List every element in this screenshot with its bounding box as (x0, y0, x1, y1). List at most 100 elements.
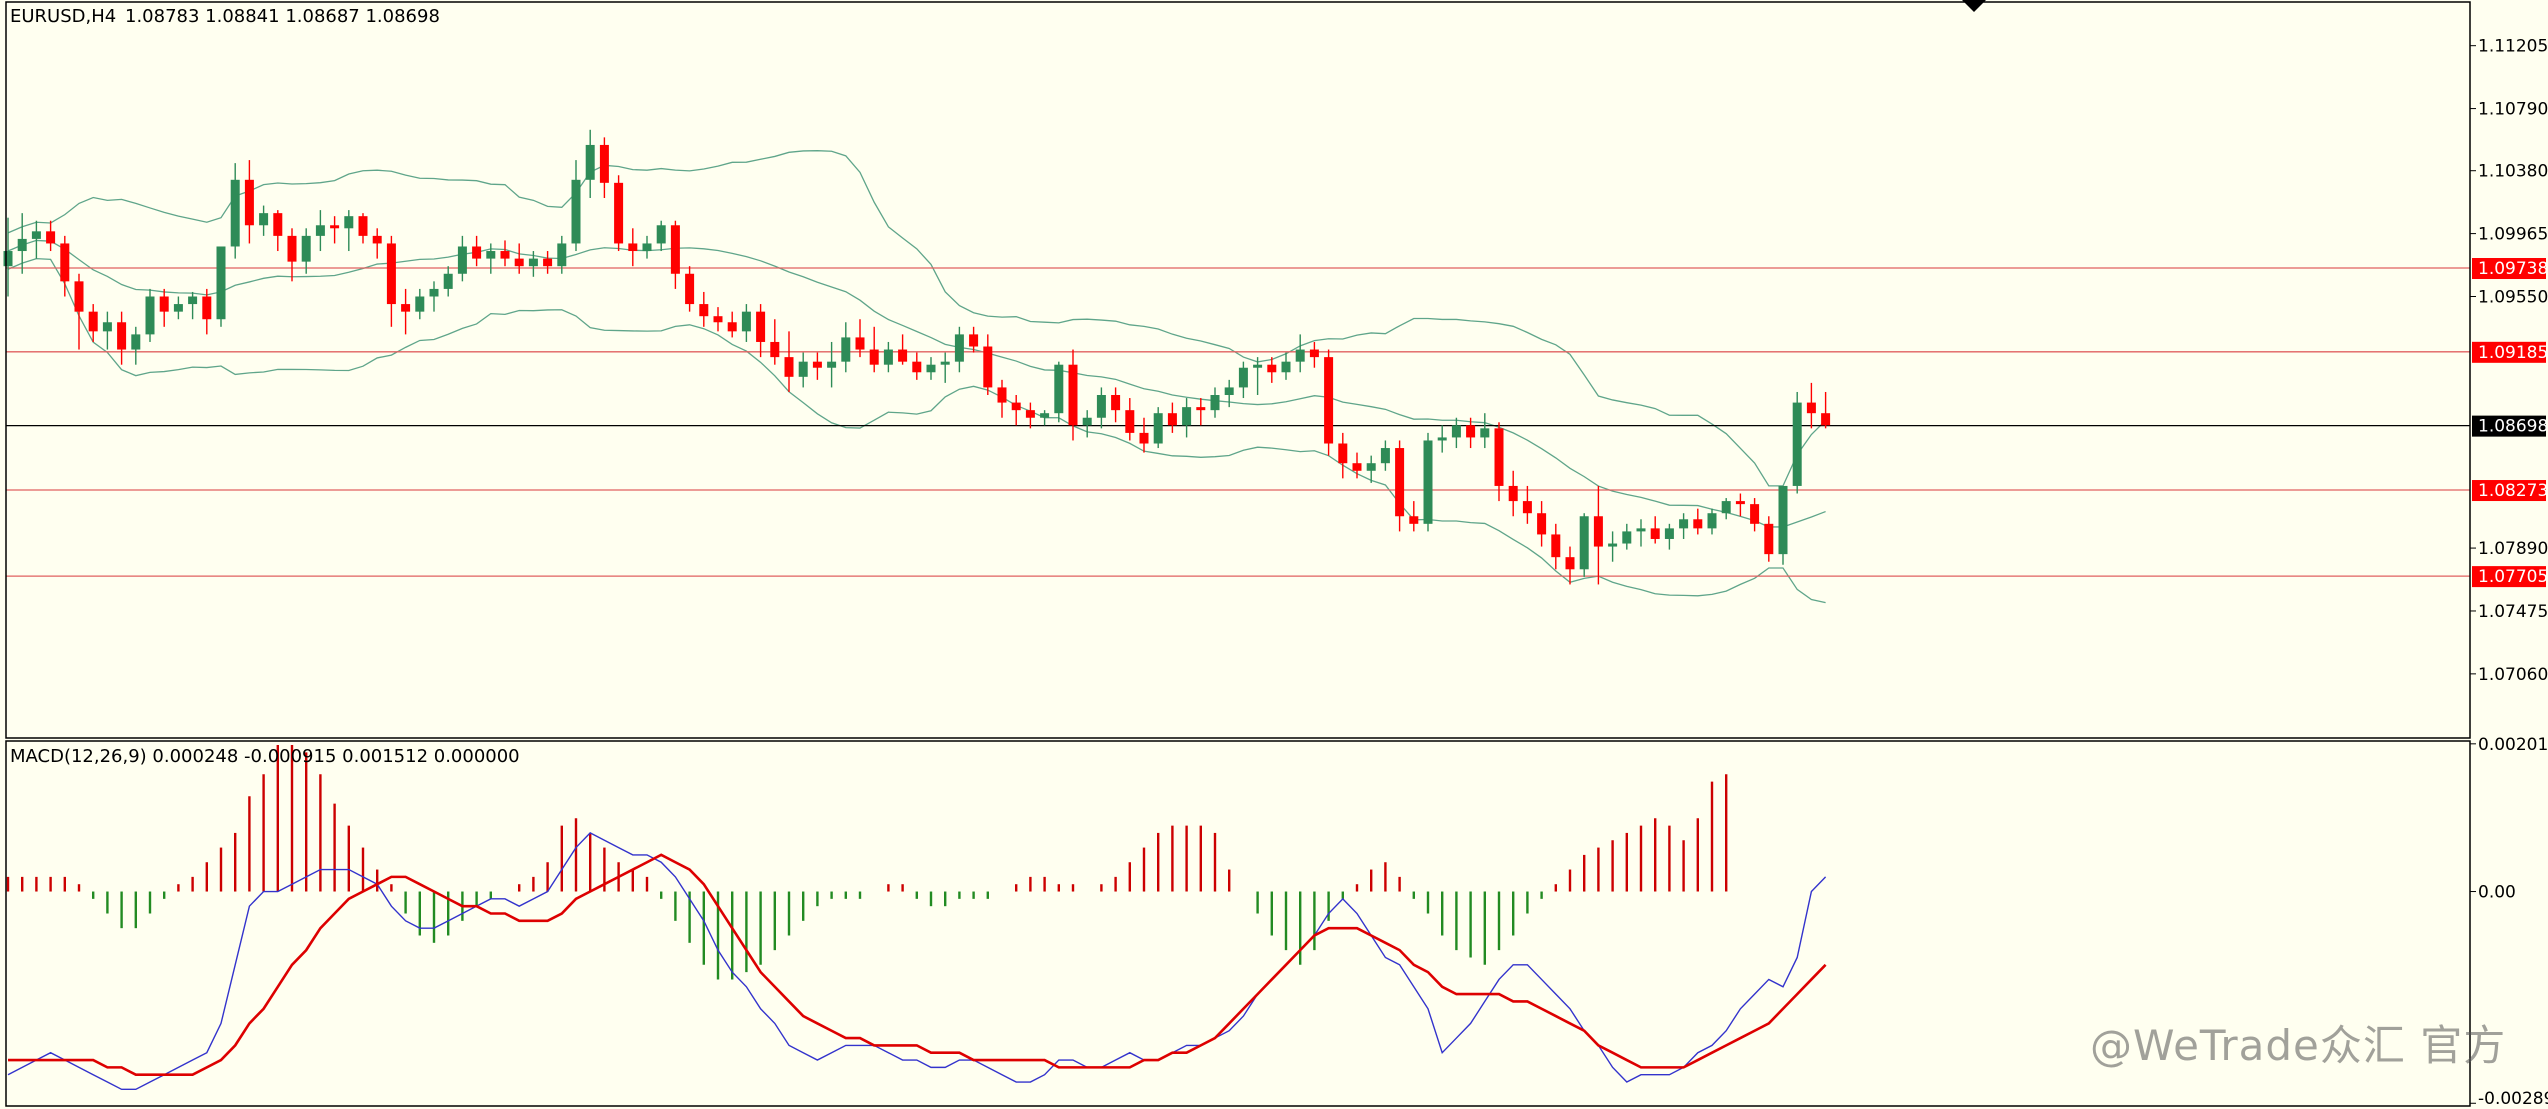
candle-body (614, 182, 624, 244)
candle-body (1778, 485, 1788, 555)
candle-body (372, 235, 382, 244)
price-tick-label: 1.07890 (2478, 539, 2548, 559)
candle-body (954, 334, 964, 362)
candle-body (202, 296, 212, 320)
candle-body (997, 387, 1007, 403)
candle-body (500, 251, 510, 259)
candle-body (841, 337, 851, 362)
candle-body (1423, 440, 1433, 524)
candle-body (46, 231, 56, 244)
ohlc-values: 1.08783 1.08841 1.08687 1.08698 (125, 6, 440, 27)
candle-body (1210, 395, 1220, 411)
candle-body (784, 357, 794, 377)
candle-body (1508, 485, 1518, 502)
candle-body (1167, 413, 1177, 426)
candle-body (571, 179, 581, 244)
candle-body (102, 322, 112, 332)
candle-body (1565, 557, 1575, 570)
candle-body (31, 231, 41, 239)
price-pane[interactable] (3, 129, 2471, 604)
candle-body (1608, 543, 1618, 547)
candle-body (656, 225, 666, 244)
candle-body (1011, 402, 1021, 411)
watermark: @WeTrade众汇 官方 (2090, 1021, 2507, 1070)
candle-body (1380, 448, 1390, 464)
candle-body (969, 334, 979, 347)
candle-body (514, 258, 524, 267)
candle-body (883, 349, 893, 365)
price-tick-label: 1.07475 (2478, 602, 2548, 622)
candle-body (330, 225, 340, 229)
candle-body (798, 361, 808, 377)
candle-body (216, 246, 226, 320)
candle-body (1153, 413, 1163, 444)
candle-body (1224, 387, 1234, 396)
candle-body (1068, 364, 1078, 426)
candle-body (1764, 523, 1774, 555)
candle-body (528, 258, 538, 267)
candle-body (1494, 428, 1504, 486)
candle-body (1750, 504, 1760, 524)
candle-body (1253, 364, 1263, 368)
candle-body (244, 179, 254, 226)
shift-marker-icon[interactable] (1962, 0, 1986, 12)
candle-body (599, 144, 609, 183)
candle-body (1054, 364, 1064, 414)
candle-body (443, 273, 453, 289)
candle-body (74, 281, 84, 312)
bb-lower-line (7, 257, 1826, 604)
candle-body (472, 246, 482, 259)
macd-tick-label: 0.002016 (2478, 735, 2548, 755)
candle-body (1537, 513, 1547, 535)
candle-body (415, 296, 425, 312)
candle-body (1551, 534, 1561, 558)
candle-body (1366, 463, 1376, 471)
candle-body (1821, 413, 1831, 426)
candle-body (145, 296, 155, 335)
candle-body (159, 296, 169, 312)
candle-body (344, 216, 354, 229)
level-price-label: 1.09185 (2478, 343, 2548, 363)
candle-body (642, 243, 652, 252)
candle-body (1309, 349, 1319, 358)
price-tick-label: 1.11205 (2478, 37, 2548, 57)
level-price-label: 1.08273 (2478, 481, 2548, 501)
current-price-label: 1.08698 (2478, 417, 2548, 437)
candle-body (1395, 448, 1405, 517)
candle-body (1437, 437, 1447, 441)
candle-body (1295, 349, 1305, 362)
candle-body (1721, 501, 1731, 514)
candle-body (727, 322, 737, 332)
candle-body (926, 364, 936, 373)
price-axis: 1.09738 1.09185 1.08273 1.07705 1.08698 1.112… (2470, 37, 2548, 1109)
candle-body (1679, 519, 1689, 529)
candle-body (1466, 425, 1476, 438)
candle-body (486, 251, 496, 259)
signal-line (8, 853, 1827, 1076)
candle-body (1636, 528, 1646, 532)
candle-body (585, 144, 595, 180)
candle-body (1182, 407, 1192, 426)
price-tick-label: 1.10790 (2478, 100, 2548, 120)
candle-body (827, 361, 837, 368)
candle-body (1338, 443, 1348, 464)
candle-body (230, 179, 240, 247)
candle-body (1792, 402, 1802, 486)
candle-body (855, 337, 865, 350)
candle-body (983, 346, 993, 388)
candle-body (1324, 357, 1334, 444)
candle-body (1480, 428, 1490, 438)
candle-body (1040, 413, 1050, 418)
candle-body (869, 349, 879, 365)
price-tick-label: 1.09965 (2478, 225, 2548, 245)
candle-body (131, 334, 141, 350)
candle-body (1579, 516, 1589, 570)
candle-body (699, 304, 709, 317)
candle-body (770, 341, 780, 358)
candle-body (1650, 528, 1660, 539)
macd-pane[interactable] (6, 745, 1827, 1091)
candle-body (1522, 501, 1532, 514)
candle-body (898, 349, 908, 362)
